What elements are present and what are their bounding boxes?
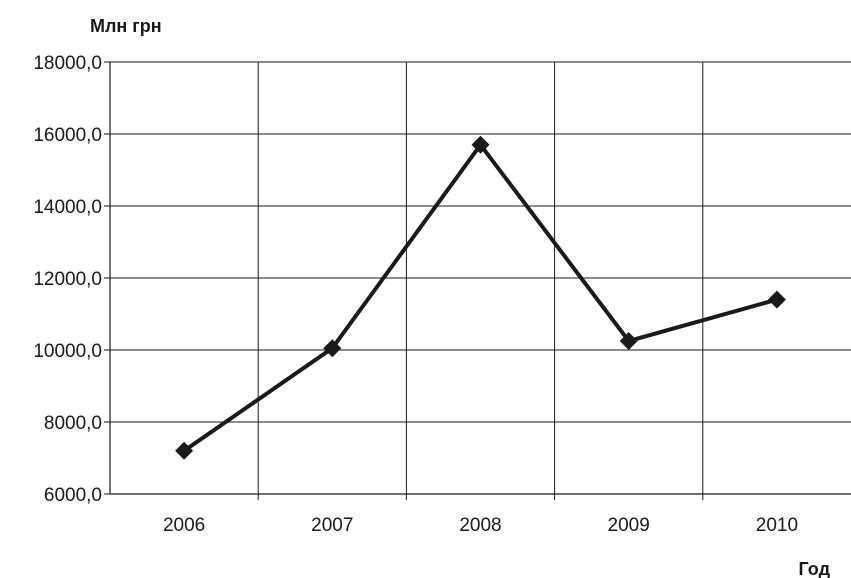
y-tick-label: 12000,0 bbox=[33, 269, 102, 290]
y-tick-label: 14000,0 bbox=[33, 197, 102, 218]
grid-lines bbox=[110, 61, 851, 494]
y-tick-label: 8000,0 bbox=[44, 413, 102, 434]
data-point-marker bbox=[619, 332, 638, 350]
data-point-marker bbox=[175, 441, 194, 460]
series-line-path bbox=[182, 141, 778, 453]
y-tick-label: 6000,0 bbox=[44, 485, 102, 506]
series-markers bbox=[175, 135, 786, 460]
x-tick-label: 2010 bbox=[756, 515, 798, 536]
x-tick-label: 2006 bbox=[163, 515, 205, 536]
x-tick-label: 2008 bbox=[459, 515, 501, 536]
data-point-marker bbox=[471, 135, 490, 154]
x-tick-label: 2009 bbox=[608, 515, 650, 536]
axes bbox=[104, 61, 851, 500]
x-axis-title: Год bbox=[799, 559, 831, 578]
data-point-marker bbox=[323, 339, 342, 358]
y-tick-label: 16000,0 bbox=[33, 125, 102, 146]
y-tick-label: 10000,0 bbox=[33, 341, 102, 362]
y-tick-label: 18000,0 bbox=[33, 53, 102, 74]
y-axis-title: Млн грн bbox=[90, 16, 162, 36]
x-tick-labels: 2006 2007 2008 2009 2010 bbox=[163, 515, 798, 536]
y-tick-labels: 6000,0 8000,0 10000,0 12000,0 14000,0 16000,0… bbox=[33, 53, 102, 506]
data-point-marker bbox=[767, 290, 786, 309]
series-line bbox=[182, 141, 778, 453]
x-tick-label: 2007 bbox=[311, 515, 353, 536]
